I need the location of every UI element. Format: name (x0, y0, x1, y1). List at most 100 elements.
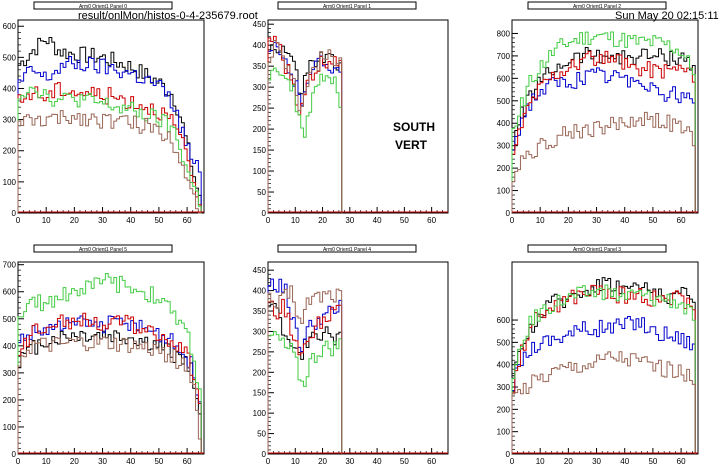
histogram-series-brown (17, 110, 202, 214)
panel-title-box (33, 244, 173, 253)
x-tick-label: 40 (373, 457, 382, 466)
y-tick-label: 100 (3, 423, 17, 432)
x-tick-label: 60 (427, 457, 436, 466)
x-tick-label: 30 (98, 216, 107, 225)
x-tick-label: 40 (620, 216, 629, 225)
x-tick-label: 10 (42, 216, 51, 225)
histogram-series-blue (267, 41, 343, 213)
x-tick-label: 10 (536, 457, 545, 466)
y-tick-label: 0 (12, 450, 17, 459)
histogram-panel: Arm0 Orient1 Panel 1 0 50 100 150 200 250 300 35… (253, 1, 449, 225)
panel-title-box (277, 244, 417, 253)
y-tick-label: 200 (253, 368, 267, 377)
histogram-series-red (267, 298, 343, 454)
y-tick-label: 700 (3, 261, 17, 270)
y-tick-label: 700 (497, 52, 511, 61)
histogram-series-blue (17, 56, 202, 213)
x-tick-label: 50 (154, 457, 163, 466)
y-tick-label: 500 (497, 97, 511, 106)
plot-frame (267, 261, 449, 455)
y-tick-label: 350 (253, 62, 267, 71)
x-tick-label: 60 (427, 216, 436, 225)
y-tick-label: 400 (497, 119, 511, 128)
x-tick-label: 0 (510, 216, 515, 225)
y-tick-label: 600 (497, 74, 511, 83)
x-tick-label: 20 (70, 216, 79, 225)
x-tick-label: 0 (266, 457, 271, 466)
x-tick-label: 20 (318, 457, 327, 466)
y-tick-label: 350 (253, 307, 267, 316)
panel-title: Arm0 Orient1 Panel 3 (573, 247, 621, 253)
y-tick-label: 0 (262, 209, 267, 218)
histogram-panel: Arm0 Orient1 Panel 405010015020025030035… (253, 244, 449, 466)
histogram-series-green (511, 284, 696, 454)
histogram-series-red (511, 284, 696, 454)
x-tick-label: 40 (126, 216, 135, 225)
histogram-series-blue (267, 278, 343, 454)
y-tick-label: 200 (497, 164, 511, 173)
y-tick-label: 150 (253, 146, 267, 155)
annotation-vert: VERT (395, 138, 428, 152)
y-tick-label: 100 (497, 428, 511, 437)
panel-title: Arm0 Orient1 Panel 1 (323, 4, 371, 10)
x-tick-label: 60 (677, 216, 686, 225)
y-tick-label: 500 (3, 315, 17, 324)
y-tick-label: 600 (497, 316, 511, 325)
y-tick-label: 100 (253, 167, 267, 176)
panel-title-box (527, 244, 667, 253)
x-tick-label: 50 (400, 457, 409, 466)
x-tick-label: 20 (564, 457, 573, 466)
x-tick-label: 60 (183, 457, 192, 466)
y-tick-label: 600 (3, 288, 17, 297)
histogram-series-red (511, 50, 696, 213)
x-tick-label: 30 (592, 457, 601, 466)
histogram-series-brown (511, 351, 696, 454)
y-tick-label: 300 (497, 383, 511, 392)
histogram-series-brown (17, 335, 202, 454)
panel-title-box (33, 1, 173, 10)
y-tick-label: 800 (497, 29, 511, 38)
y-tick-label: 0 (12, 209, 17, 218)
y-tick-label: 300 (253, 83, 267, 92)
y-tick-label: 0 (262, 450, 267, 459)
histogram-panel: Arm0 Orient1 Panel 201002003004005006007… (497, 1, 699, 225)
y-tick-label: 300 (3, 369, 17, 378)
timestamp-label: Sun May 20 02:15:11 2007 (615, 10, 721, 22)
histogram-series-blue (17, 315, 202, 454)
y-tick-label: 500 (497, 338, 511, 347)
y-tick-label: 0 (506, 450, 511, 459)
panel-title-box (527, 1, 667, 10)
y-tick-label: 50 (257, 188, 266, 197)
histogram-series-green (267, 331, 343, 454)
y-tick-label: 200 (3, 147, 17, 156)
file-path-label: result/onlMon/histos-0-4-235679.root (78, 10, 258, 22)
y-tick-label: 150 (253, 389, 267, 398)
histogram-series-blue (511, 67, 696, 213)
x-tick-label: 30 (592, 216, 601, 225)
histogram-series-green (511, 31, 696, 213)
x-tick-label: 0 (16, 457, 21, 466)
x-tick-label: 30 (345, 457, 354, 466)
x-tick-label: 10 (291, 216, 300, 225)
y-tick-label: 250 (253, 104, 267, 113)
histogram-series-green (17, 86, 202, 213)
y-tick-label: 450 (253, 266, 267, 275)
y-tick-label: 200 (253, 125, 267, 134)
x-tick-label: 30 (98, 457, 107, 466)
x-tick-label: 60 (677, 457, 686, 466)
x-tick-label: 40 (373, 216, 382, 225)
y-tick-label: 500 (3, 53, 17, 62)
panel-title-box (277, 1, 417, 10)
x-tick-label: 40 (620, 457, 629, 466)
x-tick-label: 50 (400, 216, 409, 225)
y-tick-label: 300 (3, 116, 17, 125)
x-tick-label: 10 (291, 457, 300, 466)
y-tick-label: 100 (497, 187, 511, 196)
panel-title: Arm0 Orient1 Panel 5 (79, 247, 127, 253)
histogram-panel: Arm0 Orient1 Panel 0 0 100 200 300 400 500 600 0… (3, 1, 205, 225)
x-tick-label: 0 (510, 457, 515, 466)
panel-title: Arm0 Orient1 Panel 0 (79, 4, 127, 10)
y-tick-label: 450 (253, 20, 267, 29)
y-tick-label: 200 (497, 405, 511, 414)
